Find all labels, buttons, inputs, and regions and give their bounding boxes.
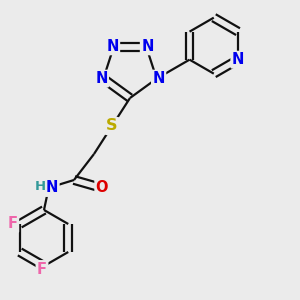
Text: N: N [152, 71, 165, 86]
Text: N: N [232, 52, 244, 67]
Text: N: N [141, 39, 154, 54]
Text: N: N [46, 181, 58, 196]
Text: S: S [106, 118, 118, 134]
Text: N: N [106, 39, 119, 54]
Text: N: N [95, 71, 108, 86]
Text: F: F [37, 262, 47, 277]
Text: H: H [34, 181, 46, 194]
Text: F: F [8, 217, 18, 232]
Text: O: O [96, 181, 108, 196]
